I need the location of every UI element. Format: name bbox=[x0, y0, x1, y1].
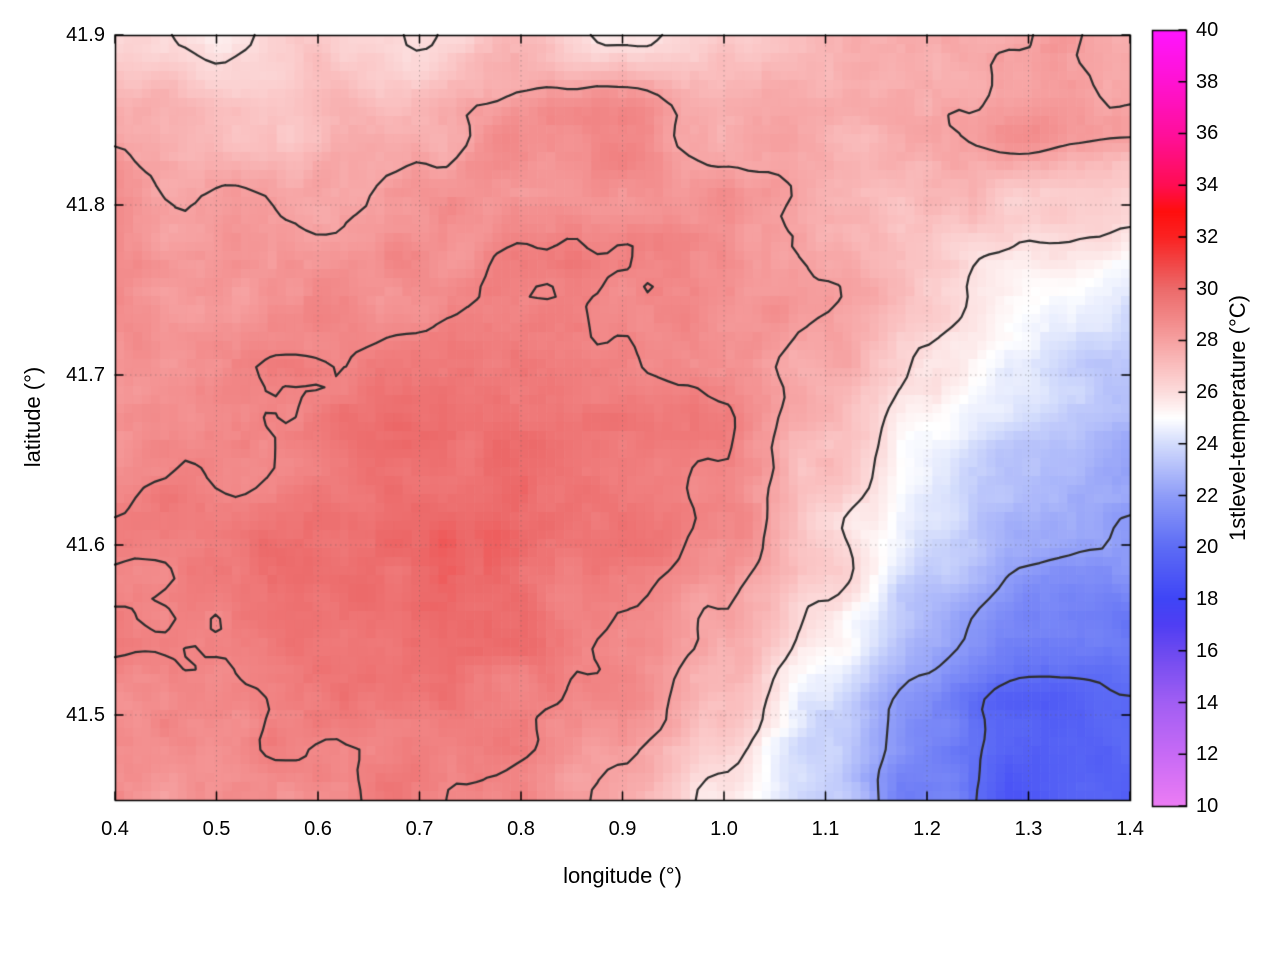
x-tick-label: 0.8 bbox=[507, 818, 535, 840]
y-tick-label: 41.6 bbox=[66, 534, 105, 556]
colorbar-tick-label: 16 bbox=[1196, 639, 1219, 662]
y-tick-label: 41.9 bbox=[66, 24, 105, 46]
x-tick-label: 0.6 bbox=[304, 818, 332, 840]
colorbar-tick-label: 26 bbox=[1196, 381, 1219, 404]
y-tick-label: 41.5 bbox=[66, 704, 105, 726]
x-tick-label: 1.1 bbox=[811, 818, 840, 840]
colorbar-tick-label: 28 bbox=[1196, 329, 1219, 352]
colorbar-tick-label: 36 bbox=[1196, 122, 1219, 145]
colorbar-tick-label: 12 bbox=[1196, 743, 1219, 766]
x-tick-label: 1.0 bbox=[710, 818, 738, 840]
colorbar-tick-label: 40 bbox=[1196, 19, 1219, 41]
y-tick-label: 41.7 bbox=[66, 364, 105, 386]
colorbar-tick-label: 18 bbox=[1196, 588, 1219, 611]
x-tick-label: 1.2 bbox=[913, 818, 941, 840]
colorbar-tick-label: 14 bbox=[1196, 691, 1219, 714]
x-tick-label: 0.5 bbox=[202, 818, 231, 840]
x-tick-label: 1.3 bbox=[1014, 818, 1043, 840]
colorbar-label: 1stlevel-temperature (°C) bbox=[1225, 295, 1250, 541]
x-tick-label: 0.7 bbox=[405, 818, 434, 840]
colorbar-tick-label: 22 bbox=[1196, 484, 1219, 507]
x-tick-label: 0.4 bbox=[101, 818, 129, 840]
colorbar-tick-label: 32 bbox=[1196, 225, 1219, 248]
colorbar-tick-label: 24 bbox=[1196, 432, 1219, 455]
colorbar-tick-label: 30 bbox=[1196, 277, 1219, 300]
colorbar-tick-label: 10 bbox=[1196, 795, 1219, 817]
colorbar-tick-label: 34 bbox=[1196, 174, 1219, 197]
y-axis-label: latitude (°) bbox=[20, 366, 45, 468]
y-tick-label: 41.8 bbox=[66, 194, 105, 216]
x-tick-label: 1.4 bbox=[1116, 818, 1144, 840]
colorbar-tick-label: 20 bbox=[1196, 536, 1219, 559]
x-tick-label: 0.9 bbox=[608, 818, 637, 840]
x-axis-label: longitude (°) bbox=[563, 863, 682, 888]
colorbar-tick-label: 38 bbox=[1196, 70, 1219, 93]
